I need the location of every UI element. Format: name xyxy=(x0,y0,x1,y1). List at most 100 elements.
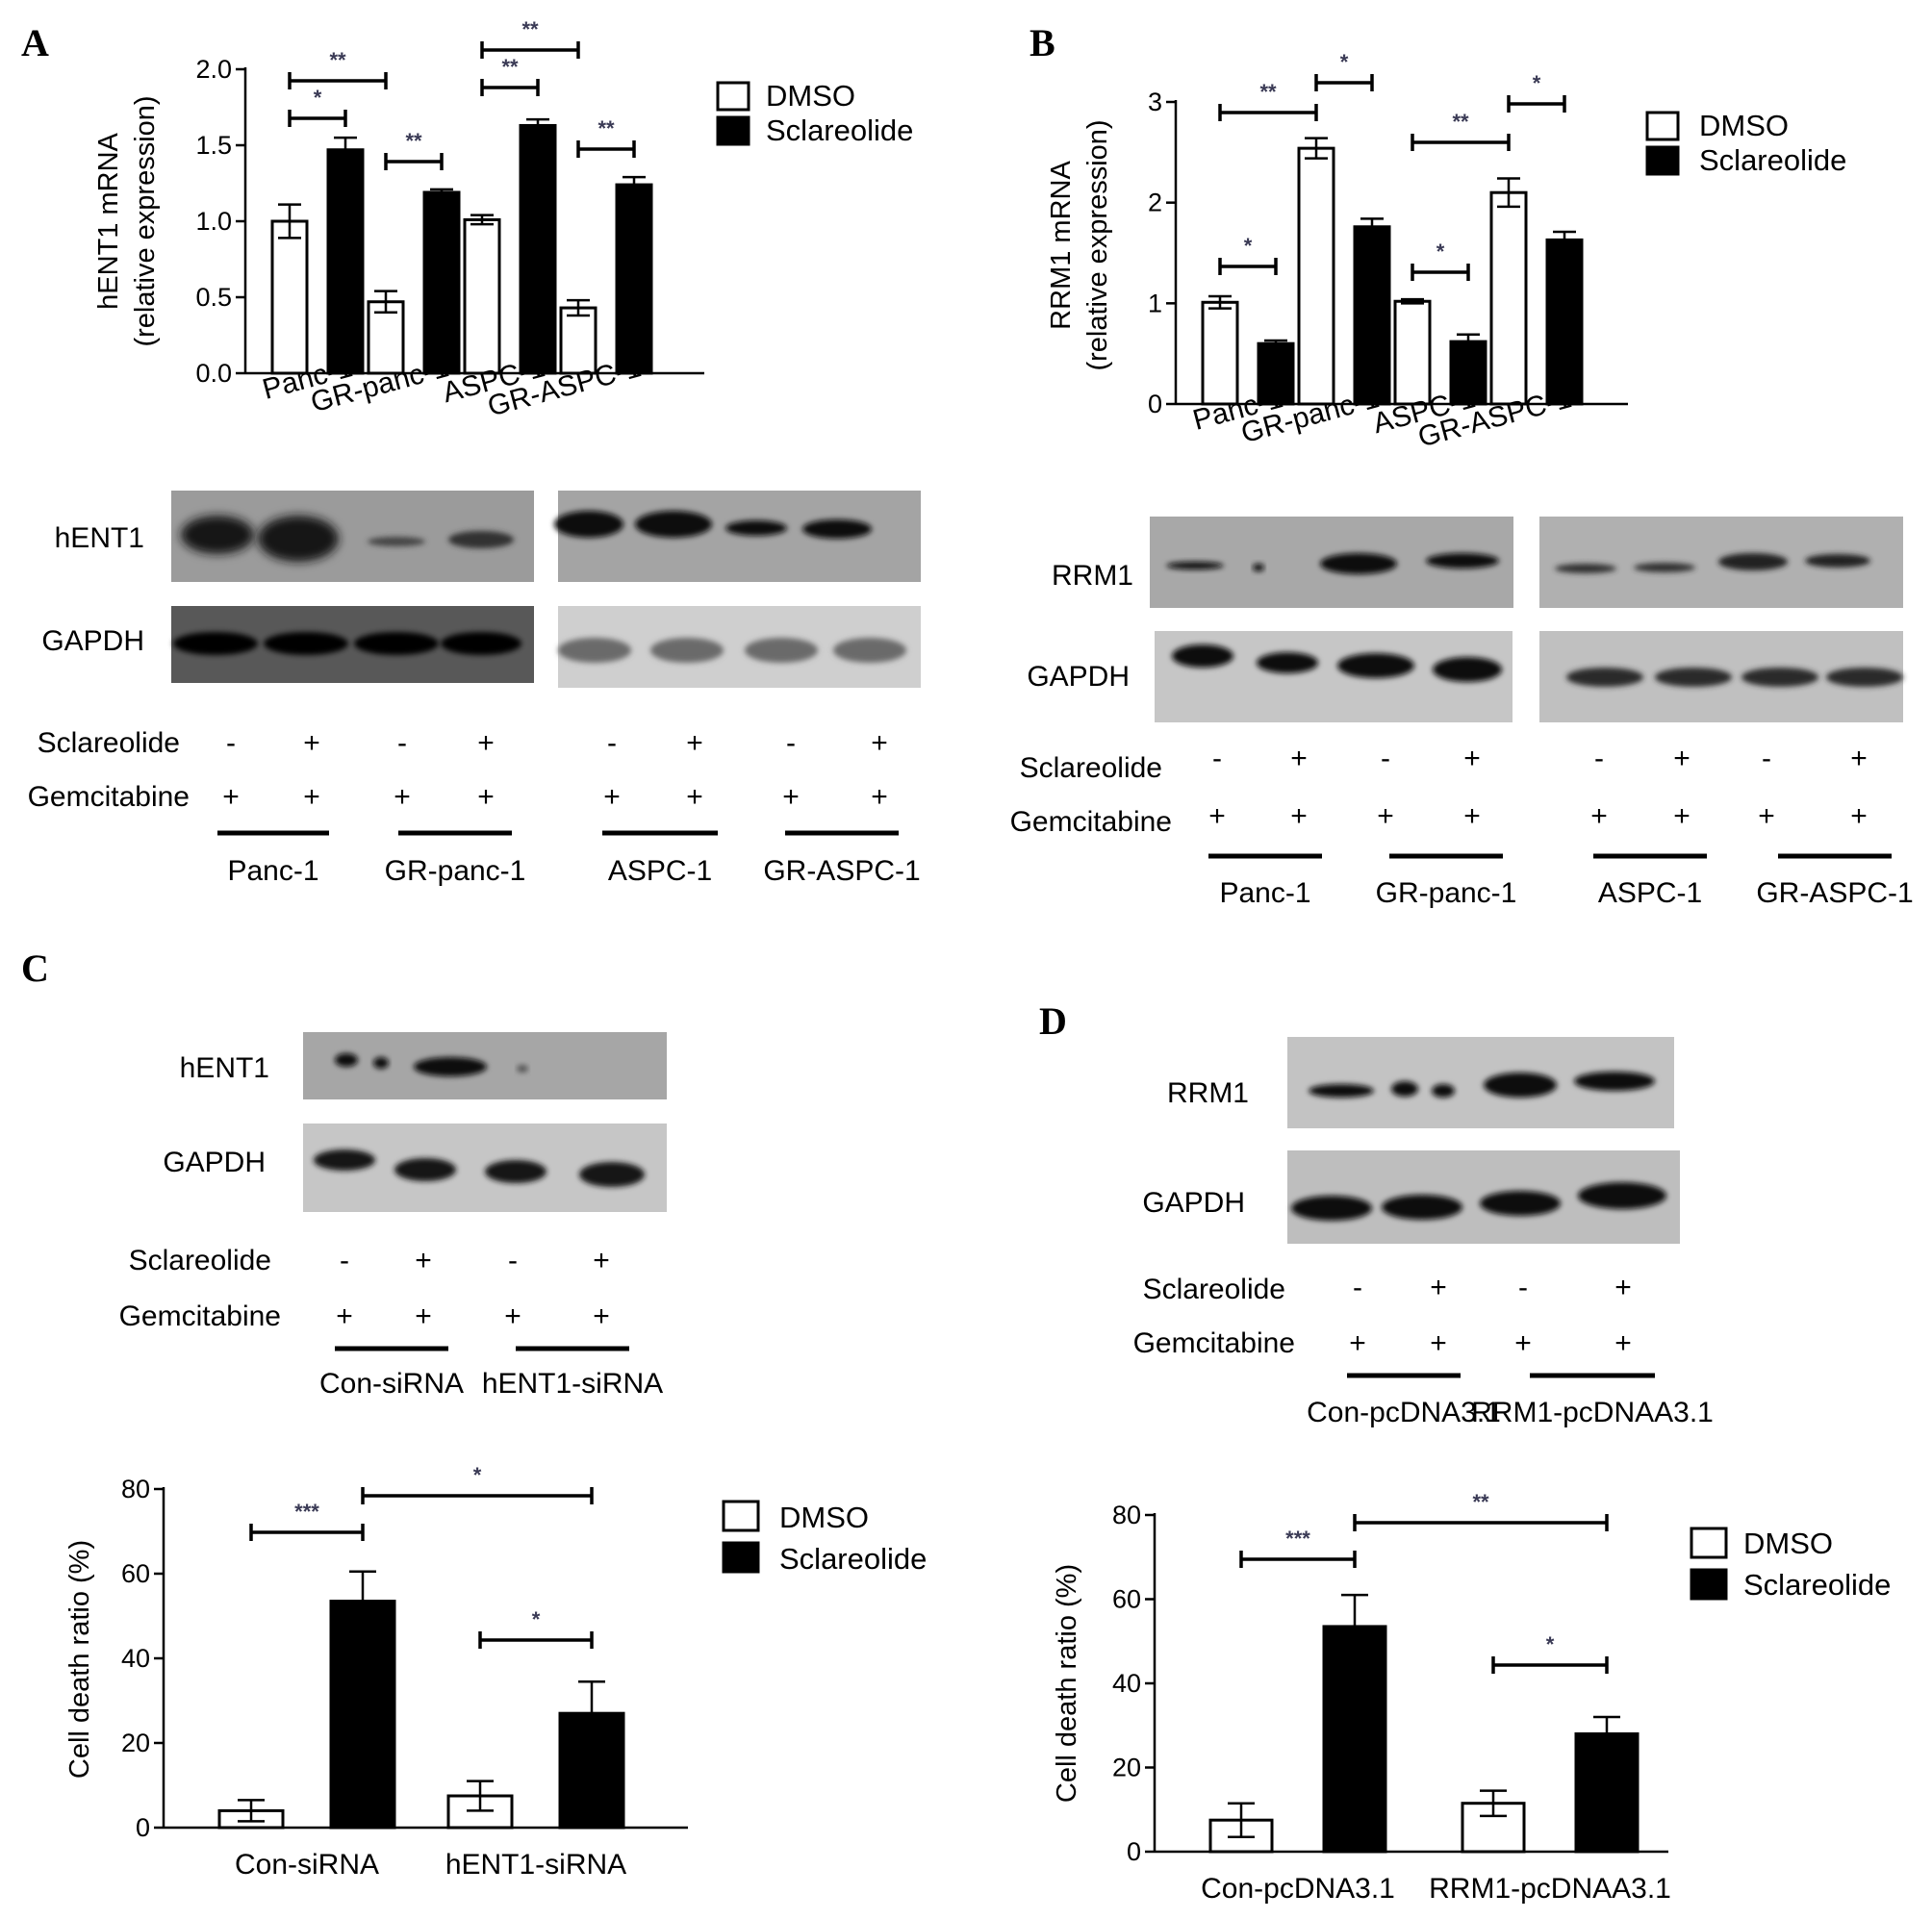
y-tick-label: 0 xyxy=(1148,390,1162,418)
significance-label: *** xyxy=(294,1500,319,1524)
bar-sclareolide xyxy=(1353,225,1391,406)
band xyxy=(635,511,712,538)
significance-label: * xyxy=(532,1607,541,1631)
gemcitabine-sign: + xyxy=(1463,800,1481,832)
significance-label: *** xyxy=(1285,1527,1310,1551)
sclareolide-sign: + xyxy=(871,727,888,759)
bar-dmso xyxy=(1489,190,1528,406)
gemcitabine-sign: + xyxy=(1758,800,1775,832)
sclareolide-sign: - xyxy=(397,727,407,759)
band xyxy=(517,1065,528,1073)
y-tick-label: 80 xyxy=(121,1475,150,1503)
y-tick-label: 3 xyxy=(1148,88,1162,116)
bar-sclareolide xyxy=(1322,1625,1387,1854)
band xyxy=(485,1160,547,1183)
group-label: hENT1-siRNA xyxy=(482,1368,663,1400)
y-tick-label: 1.0 xyxy=(195,207,232,236)
gemcitabine-sign: + xyxy=(603,781,621,813)
significance-label: ** xyxy=(501,55,519,79)
band xyxy=(579,1162,645,1187)
sclareolide-sign: + xyxy=(1614,1272,1632,1303)
y-tick-label: 0.0 xyxy=(195,359,232,388)
panel-b-plot-area: 0123Panc-1GR-panc-1ASPC-1GR-ASPC-1******… xyxy=(1148,50,1628,454)
gemcitabine-sign: + xyxy=(1614,1327,1632,1359)
panel-d-legend: DMSO Sclareolide xyxy=(1690,1527,1891,1602)
legend-sclareolide-label: Sclareolide xyxy=(779,1542,927,1576)
group-label: ASPC-1 xyxy=(1598,877,1702,909)
band xyxy=(1634,563,1695,572)
panel-b-chart: 0123Panc-1GR-panc-1ASPC-1GR-ASPC-1******… xyxy=(1046,50,1846,454)
significance-label: * xyxy=(1533,71,1541,95)
sclareolide-sign: - xyxy=(508,1245,518,1276)
band xyxy=(258,516,339,562)
blot-d-row-label-1: RRM1 xyxy=(1167,1077,1249,1109)
blot-c-treatment-gemcitabine: Gemcitabine xyxy=(119,1300,281,1332)
y-tick-label: 0.5 xyxy=(195,283,232,312)
gemcitabine-sign: + xyxy=(504,1300,521,1332)
band xyxy=(1555,564,1616,573)
group-label: Con-pcDNA3.1 xyxy=(1307,1397,1501,1428)
bar-sclareolide xyxy=(422,190,461,375)
panel-a-western-blot: hENT1 GAPDH Sclareolide Gemcitabine - + - +… xyxy=(28,491,921,887)
panel-a-letter: A xyxy=(21,21,49,64)
sclareolide-sign: + xyxy=(1850,743,1868,774)
legend-sclareolide-label: Sclareolide xyxy=(1743,1568,1891,1602)
band xyxy=(1432,1084,1455,1098)
legend-dmso-swatch xyxy=(1690,1527,1728,1559)
band xyxy=(368,537,425,546)
sclareolide-sign: - xyxy=(786,727,796,759)
blot-b-groups: Panc-1 GR-panc-1 ASPC-1 GR-ASPC-1 xyxy=(1208,853,1914,909)
significance-label: * xyxy=(473,1463,482,1487)
gemcitabine-sign: + xyxy=(686,781,703,813)
band xyxy=(802,519,872,539)
bar-dmso xyxy=(270,219,309,375)
panel-b-letter: B xyxy=(1030,21,1055,64)
y-tick-label: 2.0 xyxy=(195,55,232,84)
band xyxy=(264,632,348,655)
sclareolide-sign: - xyxy=(607,727,617,759)
y-tick-label: 20 xyxy=(121,1729,150,1757)
significance-label: ** xyxy=(521,17,539,41)
legend-sclareolide-swatch xyxy=(716,115,750,146)
blot-d-row-label-2: GAPDH xyxy=(1142,1187,1245,1219)
bar-sclareolide xyxy=(1545,238,1584,406)
sclareolide-sign: + xyxy=(1673,743,1690,774)
group-label: Con-siRNA xyxy=(319,1368,464,1400)
sclareolide-sign: - xyxy=(1518,1272,1528,1303)
sclareolide-sign: - xyxy=(1762,743,1771,774)
band xyxy=(1805,554,1870,568)
band xyxy=(1718,553,1788,570)
band xyxy=(1426,553,1499,568)
band xyxy=(1574,1072,1655,1091)
significance-label: ** xyxy=(597,116,615,140)
gemcitabine-sign: + xyxy=(1590,800,1608,832)
bar-sclareolide xyxy=(558,1711,625,1830)
panel-d-letter: D xyxy=(1039,999,1067,1043)
sclareolide-sign: - xyxy=(1594,743,1604,774)
bar-sclareolide xyxy=(1449,340,1487,406)
band xyxy=(1253,564,1264,571)
gemcitabine-sign: + xyxy=(593,1300,610,1332)
panel-c-western-blot: hENT1 GAPDH Sclareolide Gemcitabine - + - +… xyxy=(119,1032,667,1400)
panel-a-ylabel-line1: hENT1 mRNA xyxy=(93,132,124,309)
bar-dmso xyxy=(463,217,501,375)
legend-sclareolide-label: Sclareolide xyxy=(766,114,913,147)
significance-label: ** xyxy=(1452,110,1469,134)
band xyxy=(173,632,258,655)
y-tick-label: 60 xyxy=(1112,1585,1141,1614)
legend-sclareolide-swatch xyxy=(1690,1568,1728,1601)
significance-label: * xyxy=(314,86,322,110)
band xyxy=(1566,668,1643,687)
bar-sclareolide xyxy=(329,1600,396,1830)
band xyxy=(558,638,631,663)
gemcitabine-sign: + xyxy=(1430,1327,1447,1359)
blot-a-treatment-gemcitabine: Gemcitabine xyxy=(28,781,190,813)
blot-b-row-label-2: GAPDH xyxy=(1027,661,1130,693)
blot-c-groups: Con-siRNA hENT1-siRNA xyxy=(319,1346,663,1400)
sclareolide-sign: + xyxy=(477,727,495,759)
group-label: RRM1-pcDNAA3.1 xyxy=(1471,1397,1714,1428)
panel-d-western-blot: RRM1 GAPDH Sclareolide Gemcitabine - + - + +… xyxy=(1133,1037,1714,1428)
